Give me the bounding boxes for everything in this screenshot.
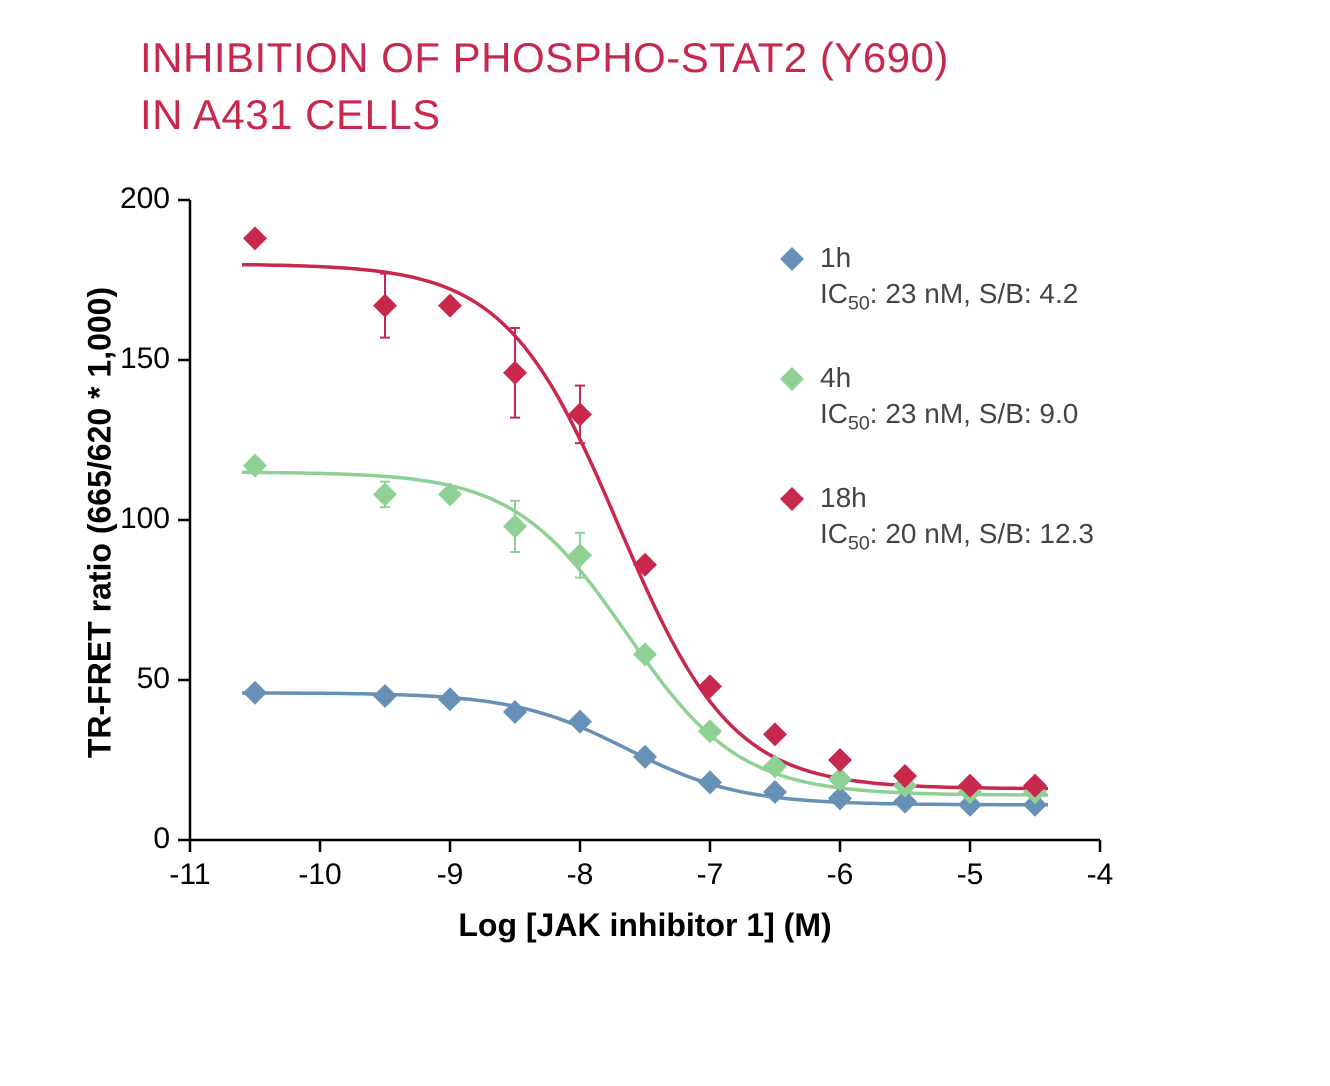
legend-sublabel: IC50: 23 nM, S/B: 4.2 <box>820 276 1078 317</box>
x-tick-label: -11 <box>169 858 210 892</box>
legend-entry: 18hIC50: 20 nM, S/B: 12.3 <box>820 480 1094 557</box>
legend-entry: 4hIC50: 23 nM, S/B: 9.0 <box>820 360 1078 437</box>
legend-label: 18h <box>820 480 1094 516</box>
y-tick-label: 0 <box>153 822 170 856</box>
chart-container: TR-FRET ratio (665/620 * 1,000) Log [JAK… <box>60 180 1260 1040</box>
x-axis-label: Log [JAK inhibitor 1] (M) <box>458 907 831 944</box>
x-tick-label: -9 <box>437 858 464 892</box>
legend-label: 1h <box>820 240 1078 276</box>
x-tick-label: -7 <box>697 858 724 892</box>
x-tick-label: -10 <box>298 858 341 892</box>
y-axis-label: TR-FRET ratio (665/620 * 1,000) <box>82 203 119 843</box>
title-line-2: IN A431 CELLS <box>140 87 949 144</box>
chart-title: INHIBITION OF PHOSPHO-STAT2 (Y690) IN A4… <box>140 30 949 143</box>
page: INHIBITION OF PHOSPHO-STAT2 (Y690) IN A4… <box>0 0 1330 1086</box>
x-tick-label: -4 <box>1087 858 1114 892</box>
y-tick-label: 50 <box>137 662 170 696</box>
x-tick-label: -5 <box>957 858 984 892</box>
y-tick-label: 200 <box>120 182 170 216</box>
legend-sublabel: IC50: 20 nM, S/B: 12.3 <box>820 516 1094 557</box>
legend-marker-diamond-icon <box>780 484 804 520</box>
legend-entry: 1hIC50: 23 nM, S/B: 4.2 <box>820 240 1078 317</box>
y-tick-label: 150 <box>120 342 170 376</box>
title-line-1: INHIBITION OF PHOSPHO-STAT2 (Y690) <box>140 30 949 87</box>
x-tick-label: -6 <box>827 858 854 892</box>
legend-label: 4h <box>820 360 1078 396</box>
legend-marker-diamond-icon <box>780 364 804 400</box>
x-tick-label: -8 <box>567 858 594 892</box>
legend-sublabel: IC50: 23 nM, S/B: 9.0 <box>820 396 1078 437</box>
legend-marker-diamond-icon <box>780 244 804 280</box>
y-tick-label: 100 <box>120 502 170 536</box>
